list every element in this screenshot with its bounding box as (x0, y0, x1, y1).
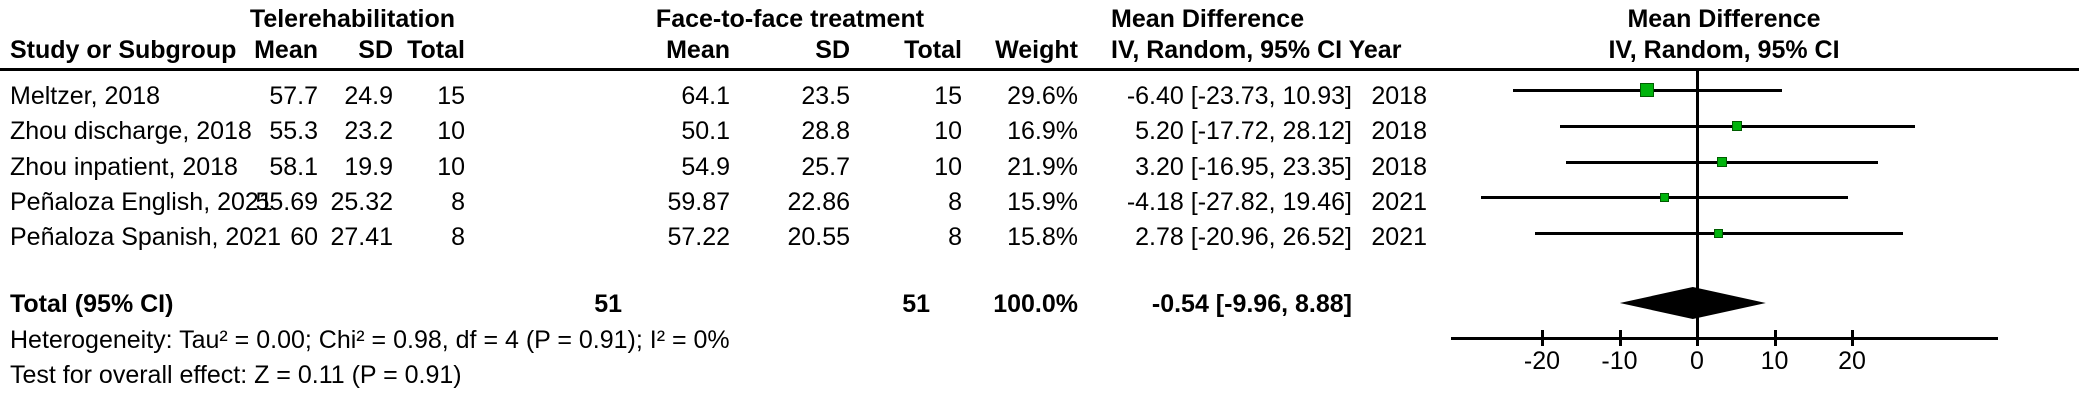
study-name: Zhou discharge, 2018 (10, 117, 252, 145)
f2f-sd: 28.8 (801, 117, 850, 145)
total-weight: 100.0% (993, 290, 1078, 318)
weight-value: 29.6% (1007, 82, 1078, 110)
study-name: Peñaloza English, 2021 (10, 188, 273, 216)
md-column-header-method: IV, Random, 95% CI Year (1111, 36, 1402, 64)
tele-total: 10 (437, 117, 465, 145)
f2f-sd: 23.5 (801, 82, 850, 110)
column-header-f2f-sd: SD (815, 36, 850, 64)
axis-tick-10 (1773, 330, 1777, 346)
group-header-telerehabilitation: Telerehabilitation (249, 5, 456, 33)
study-name: Peñaloza Spanish, 2021 (10, 223, 282, 251)
effect-marker-0 (1640, 83, 1655, 97)
effect-marker-3 (1660, 192, 1670, 202)
column-header-tele-sd: SD (358, 36, 393, 64)
axis-tick-label-10: 10 (1760, 347, 1789, 375)
tele-mean: 58.1 (269, 153, 318, 181)
tele-sd: 25.32 (330, 188, 393, 216)
f2f-total: 10 (934, 153, 962, 181)
f2f-sd: 20.55 (787, 223, 850, 251)
tele-mean: 57.7 (269, 82, 318, 110)
f2f-total: 15 (934, 82, 962, 110)
md-column-header-title: Mean Difference (1111, 5, 1305, 33)
header-separator-line (0, 68, 2079, 71)
tele-total: 8 (451, 223, 465, 251)
column-header-weight: Weight (995, 36, 1078, 64)
year-value: 2021 (1371, 188, 1427, 216)
tele-mean: 55.69 (255, 188, 318, 216)
column-header-tele-total: Total (407, 36, 465, 64)
axis-tick-20 (1851, 330, 1854, 346)
year-value: 2018 (1371, 153, 1427, 181)
column-header-f2f-total: Total (904, 36, 962, 64)
effect-marker-4 (1714, 228, 1724, 238)
axis-tick-label-0: 0 (1690, 347, 1704, 375)
tele-sd: 27.41 (330, 223, 393, 251)
axis-line (1451, 337, 1998, 340)
f2f-mean: 50.1 (681, 117, 730, 145)
f2f-total: 8 (948, 223, 962, 251)
tele-sd: 23.2 (344, 117, 393, 145)
weight-value: 15.8% (1007, 223, 1078, 251)
f2f-sd: 22.86 (787, 188, 850, 216)
weight-value: 21.9% (1007, 153, 1078, 181)
overall-effect-text: Test for overall effect: Z = 0.11 (P = 0… (10, 361, 462, 389)
weight-value: 15.9% (1007, 188, 1078, 216)
column-header-tele-mean: Mean (254, 36, 318, 64)
total-tele-n: 51 (594, 290, 622, 318)
axis-tick--20 (1541, 330, 1544, 346)
total-row-label: Total (95% CI) (10, 290, 174, 318)
tele-total: 15 (437, 82, 465, 110)
plot-header-method: IV, Random, 95% CI (1608, 36, 1840, 64)
tele-total: 8 (451, 188, 465, 216)
axis-tick-label--10: -10 (1601, 347, 1638, 375)
tele-mean: 60 (290, 223, 318, 251)
md-ci-value: -6.40 [-23.73, 10.93] (1126, 82, 1352, 110)
f2f-total: 8 (948, 188, 962, 216)
f2f-mean: 54.9 (681, 153, 730, 181)
year-value: 2018 (1371, 82, 1427, 110)
axis-tick-0 (1696, 330, 1699, 346)
md-ci-value: 5.20 [-17.72, 28.12] (1135, 117, 1352, 145)
f2f-mean: 57.22 (667, 223, 730, 251)
tele-sd: 19.9 (344, 153, 393, 181)
year-value: 2021 (1371, 223, 1427, 251)
md-ci-value: 3.20 [-16.95, 23.35] (1135, 153, 1352, 181)
axis-tick-label-20: 20 (1838, 347, 1866, 375)
heterogeneity-text: Heterogeneity: Tau² = 0.00; Chi² = 0.98,… (10, 326, 730, 354)
f2f-mean: 64.1 (681, 82, 730, 110)
f2f-mean: 59.87 (667, 188, 730, 216)
weight-value: 16.9% (1007, 117, 1078, 145)
f2f-total: 10 (934, 117, 962, 145)
summary-diamond (1619, 287, 1766, 319)
md-ci-value: -4.18 [-27.82, 19.46] (1126, 188, 1352, 216)
effect-marker-2 (1716, 157, 1727, 167)
group-header-face-to-face: Face-to-face treatment (655, 5, 925, 33)
study-name: Meltzer, 2018 (10, 82, 161, 110)
column-header-study: Study or Subgroup (10, 36, 237, 64)
tele-mean: 55.3 (269, 117, 318, 145)
md-ci-value: 2.78 [-20.96, 26.52] (1135, 223, 1352, 251)
axis-tick-label--20: -20 (1523, 347, 1561, 375)
effect-marker-1 (1732, 121, 1743, 131)
total-md-ci: -0.54 [-9.96, 8.88] (1151, 290, 1352, 318)
plot-header-title: Mean Difference (1627, 5, 1821, 33)
tele-sd: 24.9 (344, 82, 393, 110)
f2f-sd: 25.7 (801, 153, 850, 181)
year-value: 2018 (1371, 117, 1427, 145)
column-header-f2f-mean: Mean (666, 36, 730, 64)
axis-tick--10 (1618, 330, 1622, 346)
zero-line (1696, 70, 1699, 340)
study-name: Zhou inpatient, 2018 (10, 153, 238, 181)
tele-total: 10 (437, 153, 465, 181)
total-f2f-n: 51 (902, 290, 930, 318)
